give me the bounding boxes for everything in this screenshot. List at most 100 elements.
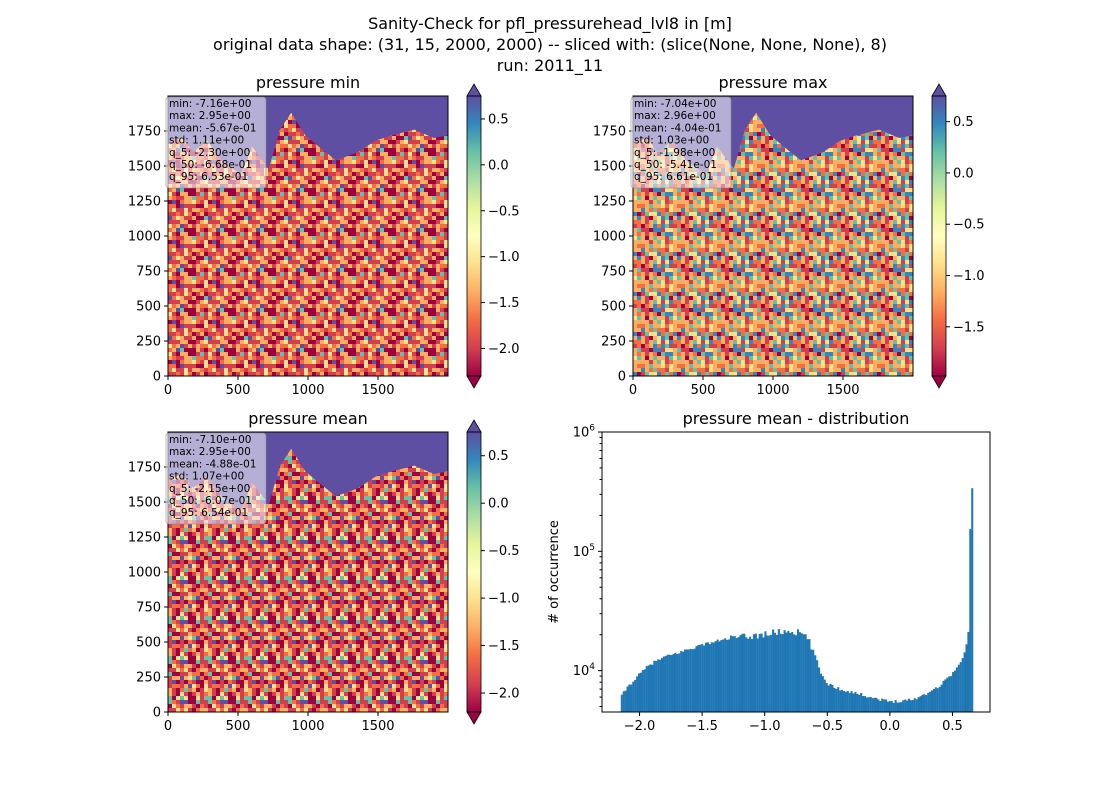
histogram-bar (764, 631, 767, 712)
histogram-bar (825, 683, 828, 712)
stats-line: mean: -5.67e-01 (169, 122, 256, 134)
y-tick-label: 250 (601, 335, 626, 350)
histogram-bar (622, 691, 625, 712)
y-tick-label: 0 (153, 370, 161, 385)
y-tick-label: 1500 (128, 496, 161, 511)
histogram-bar (662, 656, 665, 712)
histogram-bar (821, 676, 824, 712)
histogram-bar (911, 700, 914, 712)
histogram-bar (620, 694, 623, 712)
histogram-bar (766, 635, 769, 712)
histogram-bar (649, 664, 652, 712)
histogram-bar (645, 666, 648, 712)
x-tick-label: 1000 (756, 383, 789, 398)
y-tick-label: 250 (136, 671, 161, 686)
x-tick-label: 500 (226, 719, 251, 734)
histogram-bar (946, 677, 949, 712)
histogram-bar (726, 639, 729, 712)
panel-pressure-max: pressure max 0 500 1000 1500 0 250 500 750 1000 1… (593, 73, 985, 398)
histogram-bar (672, 654, 675, 712)
colorbar-tick-label: −1.5 (488, 639, 520, 654)
stats-line: std: 1.03e+00 (634, 135, 709, 147)
histogram-bar (785, 632, 788, 712)
histogram-bar (754, 633, 757, 712)
histogram-bar (860, 692, 863, 712)
colorbar-tick-label: 0.0 (953, 166, 974, 181)
colorbar: 0.5 0.0 −0.5 −1.0 −1.5 −2.0 (466, 83, 520, 389)
histogram-bar (695, 646, 698, 712)
y-tick-label: 750 (601, 265, 626, 280)
histogram-bar (796, 629, 800, 712)
histogram-bar (762, 637, 765, 712)
stats-line: q_50: -6.07e-01 (169, 495, 252, 507)
histogram-bar (699, 644, 702, 712)
x-tick-label: 1500 (361, 719, 394, 734)
histogram-bar (768, 635, 771, 712)
histogram-bar (894, 700, 897, 712)
histogram-bar (777, 629, 780, 712)
colorbar-tick-label: −0.5 (488, 204, 520, 219)
histogram-bar (952, 672, 955, 712)
histogram-bar (819, 673, 822, 712)
histogram-bar (741, 633, 744, 712)
histogram-bar (693, 648, 696, 712)
colorbar-extend-min (931, 375, 947, 389)
y-tick-label: 1250 (593, 195, 626, 210)
histogram-bar (804, 634, 807, 712)
histogram-bar (879, 701, 882, 712)
y-tick-label: 0 (618, 370, 626, 385)
histogram-bar (781, 634, 784, 712)
panel-distribution: pressure mean - distribution # of occurr… (547, 409, 991, 734)
panel-title: pressure max (718, 73, 827, 92)
stats-line: q_95: 6.53e-01 (169, 171, 248, 183)
histogram-bar (697, 645, 700, 712)
stats-background (165, 432, 267, 525)
heatmap-axes: 0 500 1000 1500 0 250 500 750 1000 1250 1500 1750 (128, 95, 449, 398)
land-area (280, 339, 331, 376)
histogram-bar (971, 488, 974, 712)
histogram-bar (883, 699, 886, 712)
histogram-bar (940, 684, 943, 712)
histogram-bar (676, 654, 679, 712)
histogram-bar (712, 642, 715, 712)
histogram-bar (886, 701, 890, 712)
histogram-bar (829, 683, 832, 712)
histogram-bar (852, 693, 855, 712)
histogram-bar (959, 662, 962, 712)
histogram-bar (902, 700, 905, 712)
histogram-bar (685, 649, 688, 712)
stats-line: min: -7.16e+00 (169, 98, 251, 110)
panel-title: pressure mean - distribution (683, 409, 910, 428)
histogram-bar (908, 698, 911, 712)
histogram-bar (818, 667, 821, 712)
stats-line: std: 1.11e+00 (169, 135, 244, 147)
histogram-bars (620, 488, 974, 712)
histogram-bar (844, 691, 847, 712)
histogram-bar (950, 676, 953, 712)
histogram-bar (720, 640, 723, 712)
colorbar-tick-label: 0.5 (953, 115, 974, 130)
stats-line: min: -7.04e+00 (634, 98, 716, 110)
histogram-bar (816, 660, 819, 712)
histogram-bar (632, 681, 635, 712)
colorbar-gradient (467, 96, 481, 376)
colorbar-extend-max (466, 419, 482, 433)
histogram-bar (846, 690, 849, 712)
histogram-bar (624, 690, 627, 712)
histogram-bar (919, 696, 922, 712)
histogram-bar (641, 670, 644, 712)
histogram-bar (841, 690, 844, 712)
colorbar-extend-max (466, 83, 482, 97)
histogram-bar (854, 692, 857, 712)
x-tick-label: 0 (164, 383, 172, 398)
y-tick-label: 750 (136, 265, 161, 280)
stats-line: q_5: -2.30e+00 (169, 147, 250, 159)
histogram-bar (710, 642, 713, 712)
histogram-bar (743, 633, 746, 712)
histogram-bar (728, 639, 731, 712)
colorbar-tick-label: 0.0 (488, 158, 509, 173)
y-tick-label: 1500 (593, 160, 626, 175)
histogram-bar (808, 639, 811, 712)
